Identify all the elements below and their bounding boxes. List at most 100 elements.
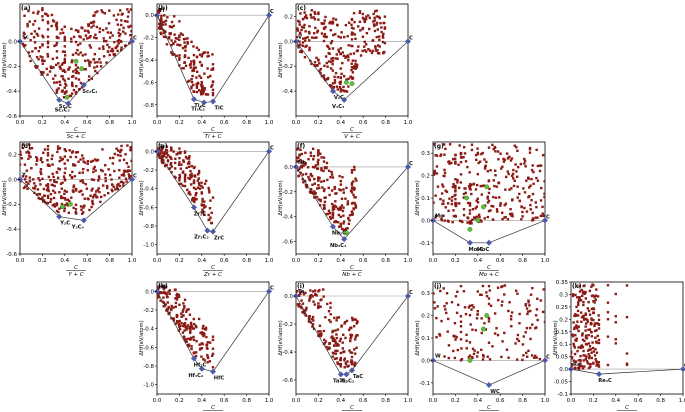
data-point: [577, 346, 580, 349]
data-point: [203, 72, 206, 75]
data-point: [523, 191, 527, 194]
data-point: [584, 329, 587, 332]
x-axis-label-numerator: C: [487, 265, 491, 271]
x-axis-label-numerator: C: [211, 405, 215, 411]
y-tick-label: -0.2: [143, 36, 154, 42]
data-point: [46, 151, 50, 155]
data-point: [318, 62, 321, 65]
data-point: [588, 345, 592, 348]
data-point: [298, 40, 301, 43]
data-point: [119, 149, 123, 152]
data-point: [21, 42, 25, 46]
data-point: [350, 351, 354, 354]
data-point: [194, 192, 198, 195]
hull-point: [341, 236, 348, 243]
data-point: [164, 19, 168, 23]
data-point: [77, 88, 81, 91]
data-point: [178, 20, 181, 23]
x-tick-label: 0.0: [16, 258, 25, 264]
data-point: [470, 143, 474, 146]
data-point: [204, 92, 208, 96]
data-point: [42, 151, 45, 155]
data-point: [81, 212, 84, 215]
data-point: [584, 290, 587, 294]
data-point: [23, 32, 26, 36]
data-point: [164, 285, 168, 289]
y-tick-label: -0.8: [143, 103, 154, 109]
data-point: [452, 349, 455, 353]
data-point: [58, 80, 61, 83]
data-point: [487, 209, 491, 213]
data-point: [162, 152, 165, 155]
data-point: [170, 20, 174, 24]
data-point: [350, 76, 354, 79]
data-point: [311, 290, 315, 293]
data-point: [331, 206, 335, 209]
data-point: [296, 44, 300, 47]
data-point: [533, 356, 536, 359]
data-point: [322, 35, 326, 38]
data-point: [350, 181, 354, 185]
data-point: [474, 153, 478, 157]
data-point: [47, 175, 51, 179]
data-point: [192, 335, 195, 339]
data-point: [118, 159, 121, 162]
data-point: [475, 317, 479, 320]
y-tick-label: 0.0: [8, 39, 17, 45]
data-point: [307, 320, 311, 323]
hull-point-label: Sc₃C₄: [82, 89, 98, 95]
data-point: [454, 186, 457, 190]
data-point: [33, 30, 37, 33]
data-point: [63, 171, 66, 175]
data-point: [580, 344, 584, 347]
data-point: [31, 50, 34, 53]
data-point: [454, 214, 457, 218]
data-point: [37, 27, 41, 30]
data-point: [582, 300, 585, 304]
data-point: [440, 217, 443, 220]
data-point: [187, 157, 191, 160]
y-tick-label: -0.4: [282, 350, 293, 356]
data-point: [204, 179, 208, 183]
data-point: [99, 195, 103, 199]
data-point: [161, 23, 165, 26]
data-point: [471, 347, 475, 351]
data-point: [304, 36, 307, 40]
data-point: [457, 163, 460, 167]
data-point: [338, 339, 342, 343]
data-point: [105, 27, 108, 30]
data-point: [353, 318, 356, 321]
data-point: [113, 169, 116, 173]
panel-label: (h): [158, 283, 168, 290]
data-point: [74, 90, 78, 94]
y-tick-label: 0.2: [8, 152, 17, 158]
data-point: [108, 173, 112, 177]
data-point: [452, 157, 455, 161]
y-axis-label: ΔHf(eV/atom): [139, 180, 145, 215]
data-point: [354, 67, 357, 70]
highlight-point: [480, 326, 486, 332]
data-point: [478, 215, 481, 219]
data-point: [63, 54, 67, 57]
data-point: [529, 337, 532, 341]
data-point: [183, 178, 187, 181]
data-point: [50, 24, 53, 28]
data-point: [59, 196, 63, 200]
data-point: [202, 334, 205, 338]
data-point: [439, 153, 443, 156]
y-axis-label: ΔHf(eV/atom): [553, 320, 559, 355]
data-point: [175, 298, 179, 301]
data-point: [77, 53, 80, 56]
data-point: [535, 356, 538, 359]
data-point: [594, 294, 598, 297]
data-point: [339, 183, 342, 186]
data-point: [353, 65, 357, 68]
data-point: [351, 44, 354, 48]
data-point: [72, 185, 75, 189]
data-point: [383, 41, 387, 45]
y-tick-label: -0.8: [143, 364, 154, 370]
data-point: [465, 333, 468, 336]
data-point: [587, 352, 590, 356]
data-point: [353, 196, 356, 199]
